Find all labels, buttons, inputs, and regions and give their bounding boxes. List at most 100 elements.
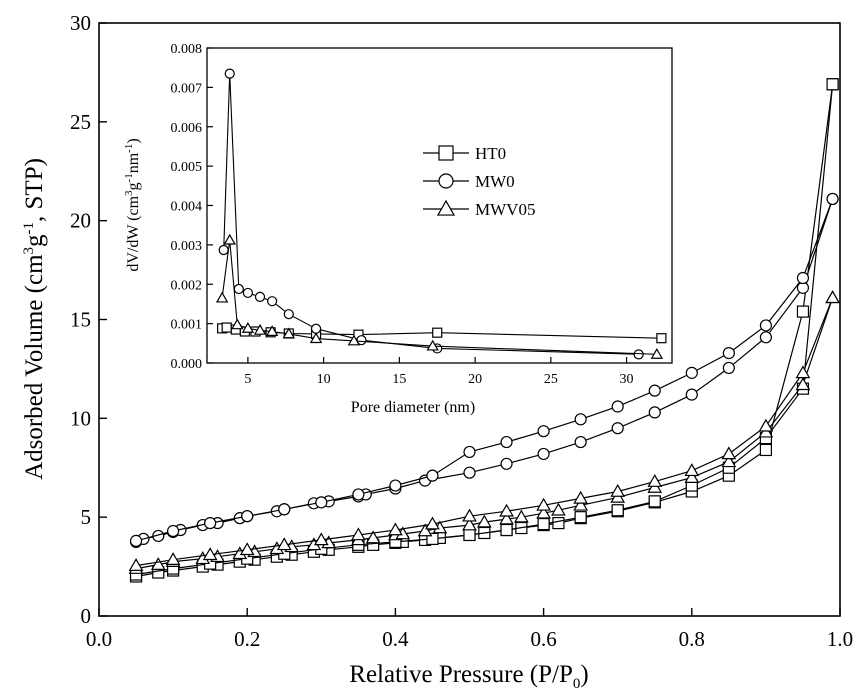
main-data-point: [150, 557, 166, 570]
main-data-point: [552, 516, 565, 530]
main-data-point: [241, 510, 254, 523]
inset-y-tick-label: 0.005: [171, 160, 203, 175]
main-data-point: [684, 470, 700, 483]
inset-data-point: [221, 322, 232, 333]
main-data-point: [499, 503, 514, 517]
inset-data-point: [282, 327, 296, 339]
main-data-point: [204, 516, 217, 530]
inset-x-tick-label: 5: [244, 372, 251, 387]
main-data-point: [573, 497, 589, 511]
legend-marker-mw0: [438, 173, 454, 189]
main-y-tick-label: 30: [70, 11, 91, 35]
main-data-point: [826, 192, 839, 206]
main-data-point: [499, 511, 514, 525]
inset-legend: HT0 MW0 MWV05: [423, 144, 535, 219]
main-y-tick-label: 10: [70, 406, 91, 430]
main-data-point: [611, 422, 624, 435]
main-data-point: [759, 331, 773, 344]
legend-label-mw0: MW0: [475, 172, 515, 191]
main-data-point: [365, 530, 381, 544]
main-series-mw0: [129, 192, 839, 548]
main-data-point: [826, 78, 839, 91]
inset-data-point: [233, 283, 244, 295]
main-data-point: [426, 532, 439, 546]
main-data-point: [721, 446, 737, 460]
inset-data-point: [218, 244, 229, 256]
main-data-point: [463, 466, 476, 479]
main-data-point: [536, 497, 551, 511]
main-data-point: [722, 361, 735, 375]
inset-y-tick-label: 0.003: [171, 239, 203, 254]
inset-data-point: [432, 327, 443, 338]
main-data-point: [313, 532, 329, 546]
inset-data-point: [283, 309, 294, 320]
main-y-tick-label: 0: [81, 604, 92, 628]
main-data-point: [574, 435, 587, 449]
inset-plot-frame: [206, 47, 673, 364]
main-data-point: [388, 522, 403, 536]
main-data-point: [239, 542, 255, 556]
inset-x-tick-label: 30: [620, 372, 634, 387]
main-x-tick-label: 0.6: [530, 627, 556, 651]
main-series-mwv05: [128, 290, 840, 574]
main-y-tick-label: 20: [70, 209, 91, 233]
inset-data-point: [224, 68, 235, 79]
main-desorption-line: [136, 297, 834, 567]
main-data-point: [514, 509, 529, 523]
inset-data-point: [231, 318, 244, 330]
main-data-point: [350, 527, 366, 541]
legend-marker-mwv05: [436, 199, 456, 216]
main-x-tick-label: 0.2: [234, 627, 260, 651]
inset-series-layer: [215, 68, 667, 360]
inset-data-point: [267, 296, 278, 307]
inset-axis-ticks: 5 10 15 20 25 30 0.000 0.001 0.002 0.003 0.004 0.00…: [171, 42, 634, 387]
main-data-point: [648, 406, 661, 419]
inset-y-tick-label: 0.001: [171, 318, 203, 333]
inset-x-tick-label: 20: [468, 372, 482, 387]
main-data-point: [537, 425, 550, 438]
inset-y-tick-label: 0.004: [171, 200, 203, 215]
main-data-point: [648, 495, 661, 508]
main-data-point: [551, 502, 566, 516]
main-data-point: [278, 503, 291, 516]
main-data-point: [795, 377, 811, 391]
inset-data-point: [650, 347, 664, 359]
inset-data-point: [253, 323, 267, 335]
main-y-tick-label: 25: [70, 110, 91, 134]
inset-x-axis-title: Pore diameter (nm): [351, 399, 475, 416]
main-data-point: [759, 319, 773, 332]
main-data-point: [315, 496, 328, 509]
inset-data-point: [426, 339, 439, 351]
main-data-point: [129, 534, 143, 547]
main-data-point: [795, 365, 811, 379]
inset-data-point: [656, 333, 667, 344]
main-series-layer: [128, 78, 840, 583]
inset-x-tick-label: 25: [544, 372, 558, 387]
inset-data-point: [242, 287, 253, 299]
inset-y-tick-label: 0.007: [171, 81, 203, 96]
main-data-point: [500, 435, 513, 449]
inset-y-tick-label: 0.006: [171, 121, 203, 136]
main-x-axis-title: Relative Pressure (P/P0): [349, 661, 588, 691]
inset-data-point: [215, 291, 229, 303]
inset-data-point: [254, 291, 266, 302]
inset-data-point: [265, 325, 279, 336]
inset-y-tick-label: 0.008: [171, 42, 203, 57]
inset-x-tick-label: 15: [392, 372, 406, 387]
main-data-point: [574, 511, 587, 524]
legend-marker-ht0: [438, 145, 454, 161]
main-desorption-line: [136, 84, 834, 576]
main-x-tick-label: 1.0: [827, 627, 853, 651]
inset-y-tick-label: 0.000: [171, 357, 203, 372]
main-data-point: [128, 558, 144, 571]
main-data-point: [610, 483, 626, 497]
main-data-point: [500, 457, 513, 470]
main-data-point: [647, 474, 663, 487]
legend-label-mwv05: MWV05: [475, 200, 535, 219]
main-data-point: [796, 305, 810, 318]
inset-series-mwv05: [215, 233, 664, 359]
inset-data-point: [310, 323, 322, 334]
main-plot: 0.0 0.2 0.4 0.6 0.8 1.0 0 5 10 15 20 25 30 Relative …: [21, 11, 853, 691]
main-data-point: [500, 523, 513, 537]
